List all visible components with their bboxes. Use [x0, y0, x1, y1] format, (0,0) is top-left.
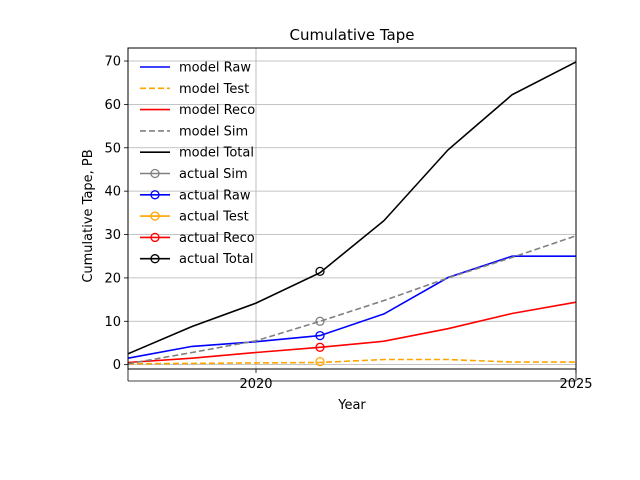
y-tick-label: 70: [104, 55, 121, 70]
data-point-actual-total: [315, 266, 325, 277]
legend-marker: [150, 190, 160, 200]
x-axis-label: Year: [337, 398, 366, 413]
plot-frame: [127, 47, 577, 370]
series-layer: [127, 61, 577, 367]
data-point-actual-reco: [315, 342, 325, 352]
legend-marker: [150, 211, 160, 221]
legend-label: model Sim: [179, 124, 248, 139]
data-point-actual-sim: [315, 316, 325, 326]
y-tick-label: 20: [104, 271, 121, 286]
legend-label: model Test: [179, 82, 249, 97]
legend-label: model Reco: [179, 103, 255, 118]
y-tick-label: 50: [104, 141, 121, 156]
y-tick-label: 10: [104, 315, 121, 330]
series-line-model-total: [127, 61, 577, 355]
series-line-model-test: [127, 358, 576, 365]
legend-marker: [150, 168, 160, 179]
series-line-model-sim: [127, 235, 577, 365]
legend-marker: [150, 254, 160, 264]
data-point-actual-raw: [315, 330, 325, 341]
data-point-actual-test: [315, 356, 325, 367]
x-tick-label: 2020: [239, 377, 272, 392]
legend: model Raw model Test model Reco model Sim mo…: [140, 61, 255, 267]
series-line-model-raw: [127, 255, 576, 359]
y-axis-label: Cumulative Tape, PB: [81, 149, 96, 282]
y-tick-label: 40: [104, 185, 121, 200]
chart-title: Cumulative Tape: [289, 26, 414, 44]
legend-label: model Raw: [179, 61, 251, 76]
y-tick-label: 0: [113, 358, 121, 373]
y-tick-label: 30: [104, 228, 121, 243]
legend-marker: [150, 232, 160, 243]
series-line-model-reco: [127, 301, 577, 364]
legend-label: actual Total: [179, 252, 254, 267]
legend-label: actual Sim: [179, 167, 248, 182]
legend-label: actual Test: [179, 210, 249, 225]
legend-label: actual Raw: [179, 188, 251, 203]
y-tick-label: 60: [104, 98, 121, 113]
legend-label: model Total: [179, 146, 254, 161]
legend-label: actual Reco: [179, 231, 255, 246]
